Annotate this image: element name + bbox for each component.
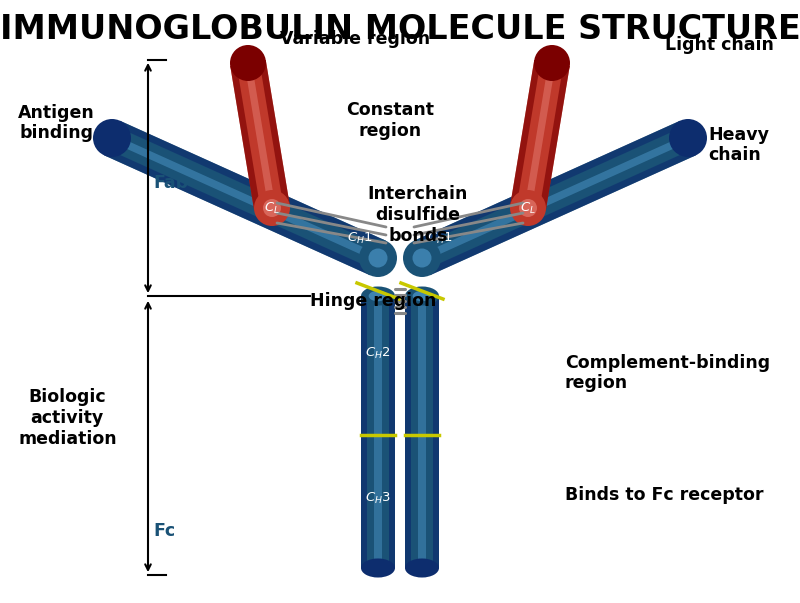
Polygon shape [510,60,570,211]
Bar [361,296,395,568]
Polygon shape [374,296,382,568]
Polygon shape [245,63,275,209]
Text: Hinge region: Hinge region [310,292,436,310]
Text: Heavy
chain: Heavy chain [708,125,769,165]
Ellipse shape [413,291,431,302]
Polygon shape [525,63,555,209]
Text: IMMUNOGLOBULIN MOLECULE STRUCTURE: IMMUNOGLOBULIN MOLECULE STRUCTURE [0,13,800,46]
Polygon shape [418,296,426,568]
Text: $C_H1$: $C_H1$ [427,230,453,245]
Polygon shape [259,60,290,206]
Circle shape [403,239,441,277]
Text: Constant
region: Constant region [346,101,434,140]
Text: $C_H1$: $C_H1$ [347,230,373,245]
Text: Complement-binding
region: Complement-binding region [565,353,770,393]
Polygon shape [414,121,683,247]
Polygon shape [104,121,386,276]
Bar [405,296,439,568]
Ellipse shape [369,291,387,302]
Text: Light chain: Light chain [665,36,774,54]
Text: Antigen
binding: Antigen binding [18,104,94,142]
Polygon shape [433,296,439,568]
Polygon shape [405,296,411,568]
Circle shape [519,199,537,217]
Ellipse shape [405,286,439,306]
Text: Interchain
disulfide
bonds: Interchain disulfide bonds [368,185,468,245]
Polygon shape [510,60,541,206]
Circle shape [254,190,290,226]
Text: Biologic
activity
mediation: Biologic activity mediation [18,388,117,448]
Text: Fc: Fc [153,522,175,540]
Circle shape [359,239,397,277]
Text: $C_L$: $C_L$ [520,200,536,215]
Ellipse shape [361,558,395,578]
Text: $C_H3$: $C_H3$ [365,490,391,505]
Circle shape [534,45,570,81]
Polygon shape [230,60,290,211]
Circle shape [369,248,387,268]
Polygon shape [421,134,690,262]
Polygon shape [539,65,570,211]
Circle shape [263,199,281,217]
Text: $C_H2$: $C_H2$ [365,346,391,361]
Polygon shape [361,296,367,568]
Text: $C_L$: $C_L$ [264,200,280,215]
Polygon shape [414,121,696,276]
Circle shape [93,119,131,157]
Ellipse shape [361,286,395,306]
Ellipse shape [405,558,439,578]
Polygon shape [110,134,379,262]
Polygon shape [427,149,696,276]
Polygon shape [117,121,386,247]
Circle shape [230,45,266,81]
Circle shape [669,119,707,157]
Circle shape [413,248,431,268]
Polygon shape [389,296,395,568]
Polygon shape [104,149,373,276]
Text: Binds to Fc receptor: Binds to Fc receptor [565,486,763,504]
Text: Fab: Fab [153,174,188,192]
Polygon shape [230,65,261,211]
Circle shape [510,190,546,226]
Text: Variable region: Variable region [280,30,430,48]
